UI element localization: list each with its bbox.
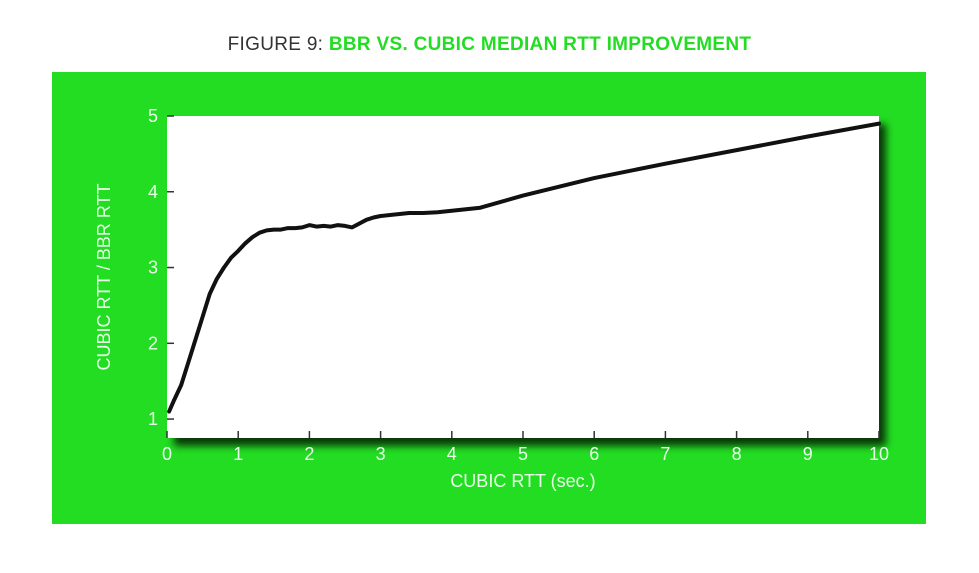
- x-axis-label: CUBIC RTT (sec.): [450, 471, 595, 491]
- series-line: [167, 121, 881, 414]
- plot-area: [167, 116, 879, 438]
- y-tick-label: 3: [148, 258, 158, 278]
- x-tick-label: 4: [447, 444, 457, 464]
- chart-title-accent: BBR VS. CUBIC MEDIAN RTT IMPROVEMENT: [328, 34, 752, 55]
- chart-title: FIGURE 9: BBR VS. CUBIC MEDIAN RTT IMPRO…: [0, 33, 979, 57]
- y-axis-label: CUBIC RTT / BBR RTT: [94, 183, 114, 370]
- x-tick-label: 3: [376, 444, 386, 464]
- x-tick-label: 5: [518, 444, 528, 464]
- y-tick-label: 1: [148, 409, 158, 429]
- y-tick-label: 5: [148, 106, 158, 126]
- x-tick-label: 2: [304, 444, 314, 464]
- x-tick-label: 9: [803, 444, 813, 464]
- x-tick-label: 8: [732, 444, 742, 464]
- x-tick-label: 10: [869, 444, 889, 464]
- x-tick-label: 0: [162, 444, 172, 464]
- y-tick-label: 2: [148, 333, 158, 353]
- y-tick-label: 4: [148, 182, 158, 202]
- chart-title-lead: FIGURE 9:: [227, 34, 324, 55]
- x-tick-label: 1: [233, 444, 243, 464]
- chart-panel: 0 1 2 3 4 5 6 7 8 9 10 1 2 3 4 5 CUBIC RTT (sec.) CUBIC…: [52, 72, 926, 524]
- x-tick-label: 7: [660, 444, 670, 464]
- x-tick-label: 6: [589, 444, 599, 464]
